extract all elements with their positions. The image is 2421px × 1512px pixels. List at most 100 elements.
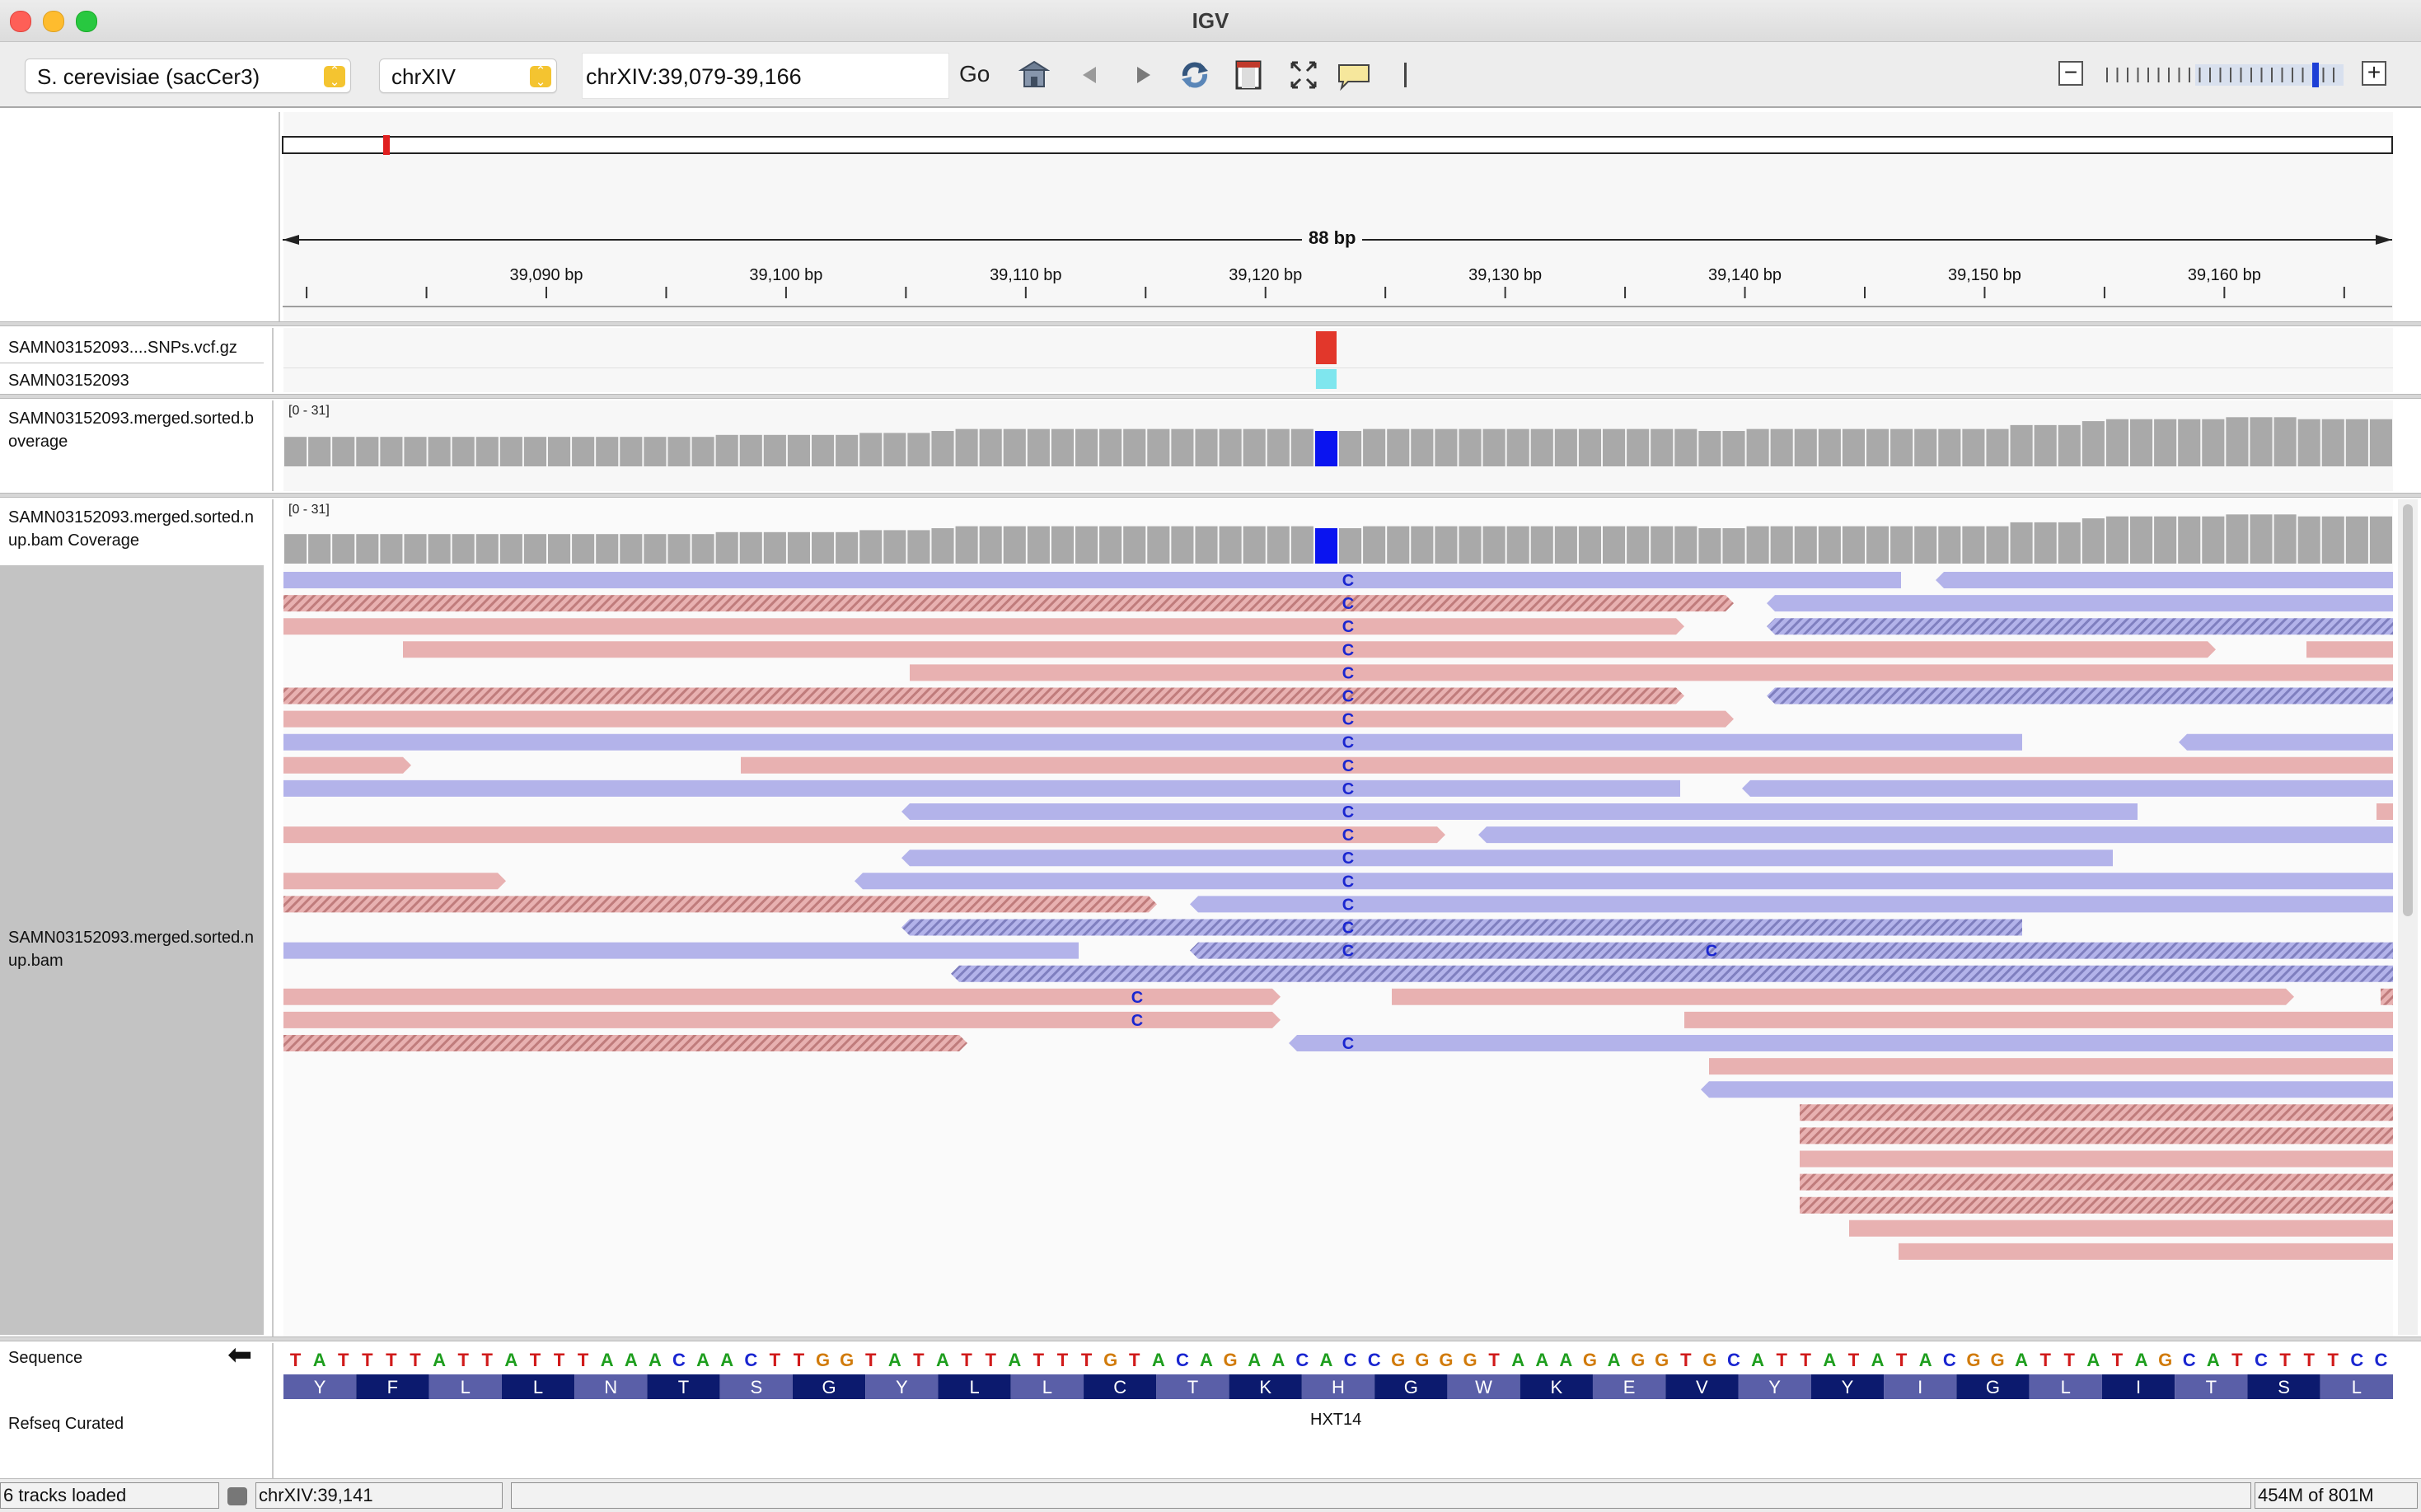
coverage-bar (1195, 526, 1218, 564)
forward-arrow-icon[interactable] (1132, 64, 1154, 86)
coverage-bar (1986, 428, 2009, 466)
coverage1-track[interactable] (283, 400, 2393, 491)
coverage-bar (955, 526, 978, 564)
ruler-tick-label: 39,100 bp (749, 266, 822, 284)
coverage-bar (2105, 516, 2128, 564)
sequence-base: C (2255, 1350, 2268, 1370)
coverage-bar (1171, 428, 1194, 466)
coverage-bar (1770, 526, 1793, 564)
roi-icon[interactable] (1234, 59, 1262, 91)
genome-select[interactable]: S. cerevisiae (sacCer3) ⌃ ⌄ (25, 59, 351, 93)
chevron-updown-icon: ⌃ ⌄ (324, 65, 345, 88)
gene-name-label: HXT14 (1310, 1411, 1362, 1429)
sequence-base: C (1727, 1350, 1740, 1370)
coverage1-track-label[interactable]: SAMN03152093.merged.sorted.b overage (8, 410, 254, 451)
mismatch-base: C (1342, 826, 1354, 845)
vcf-track-label[interactable]: SAMN03152093....SNPs.vcf.gz (8, 339, 237, 357)
refresh-icon[interactable] (1178, 59, 1211, 91)
coverage-bar (1387, 526, 1410, 564)
mismatch-base: C (1342, 641, 1354, 659)
coverage-bar (1938, 428, 1961, 466)
zoom-in-button[interactable]: + (2362, 61, 2386, 86)
ruler[interactable]: 39,090 bp 39,100 bp 39,110 bp 39,120 bp 39,1… (280, 112, 2398, 321)
ruler-line-icon[interactable] (1402, 61, 1409, 89)
mismatch-base: C (1342, 850, 1354, 868)
zoom-out-button[interactable]: − (2058, 61, 2083, 86)
coverage-bar (1267, 526, 1290, 564)
strand-arrow-icon[interactable]: ⬅ (227, 1337, 253, 1371)
coverage-bar (1459, 428, 1482, 466)
coverage2-track[interactable] (283, 499, 2393, 565)
mismatch-base: C (1342, 688, 1354, 706)
coverage-bar (1195, 428, 1218, 466)
amino-acid-block (2247, 1374, 2320, 1399)
coverage-bar (1962, 428, 1985, 466)
sample-track-label[interactable]: SAMN03152093 (8, 372, 129, 390)
coverage2-track-label[interactable]: SAMN03152093.merged.sorted.n up.bam Cove… (8, 508, 254, 550)
aligned-read (741, 756, 2393, 774)
popup-info-icon[interactable] (1337, 63, 1371, 91)
message-status (511, 1482, 2251, 1509)
aligned-read (1190, 942, 2393, 959)
locus-input[interactable]: chrXIV:39,079-39,166 (582, 53, 949, 99)
coverage-bar (1411, 428, 1434, 466)
alignment-scrollbar[interactable] (2398, 499, 2418, 1335)
sequence-base: T (530, 1350, 541, 1370)
refseq-track-label[interactable]: Refseq Curated (8, 1415, 124, 1433)
coverage-bar (2345, 419, 2368, 466)
sequence-base: A (1320, 1350, 1333, 1370)
sequence-base: A (936, 1350, 949, 1370)
coverage-bar (452, 534, 475, 564)
amino-acid-letter: T (678, 1377, 689, 1397)
title-bar: IGV (0, 0, 2421, 42)
coverage-bar (1099, 428, 1122, 466)
alignment-panel[interactable] (283, 499, 2393, 1336)
zoom-window-button[interactable] (76, 11, 97, 32)
coverage-bar (2130, 419, 2153, 466)
amino-acid-letter: S (750, 1377, 762, 1397)
coverage-bar (1435, 526, 1458, 564)
sequence-base: A (1751, 1350, 1764, 1370)
go-button[interactable]: Go (959, 61, 990, 87)
coverage-bar (2130, 516, 2153, 564)
zoom-tick (2271, 68, 2273, 82)
coverage-bar (1651, 428, 1674, 466)
zoom-tick (2209, 68, 2211, 82)
ruler-right-arrow (2376, 235, 2392, 245)
coverage-bar (2369, 419, 2392, 466)
mismatch-base: C (1342, 572, 1354, 590)
scrollbar-thumb[interactable] (2403, 504, 2413, 916)
minimize-window-button[interactable] (43, 11, 64, 32)
sequence-base: T (482, 1350, 494, 1370)
zoom-tick (2333, 68, 2334, 82)
sequence-base: G (1463, 1350, 1477, 1370)
sequence-base: C (2183, 1350, 2196, 1370)
aligned-read (1190, 896, 2393, 913)
amino-acid-block (1301, 1374, 1375, 1399)
sequence-base: T (1057, 1350, 1069, 1370)
zoom-slider[interactable] (2100, 61, 2347, 87)
coverage-bar (572, 437, 595, 466)
back-arrow-icon[interactable] (1079, 64, 1101, 86)
vcf-track-area[interactable] (283, 328, 2393, 392)
mismatch-base: C (1342, 618, 1354, 636)
coverage-bar (836, 434, 859, 466)
close-window-button[interactable] (10, 11, 31, 32)
coverage-bar (1339, 528, 1362, 564)
sequence-track-label[interactable]: Sequence (8, 1349, 83, 1367)
chromosome-select[interactable]: chrXIV ⌃ ⌄ (379, 59, 557, 93)
bam-track-name-block[interactable] (0, 565, 264, 1335)
sequence-base: C (1368, 1350, 1381, 1370)
aligned-read (283, 988, 1281, 1005)
amino-acid-letter: I (1918, 1377, 1922, 1397)
vcf-track[interactable] (283, 328, 2393, 392)
sequence-base: A (1008, 1350, 1021, 1370)
fit-window-icon[interactable] (1289, 59, 1318, 91)
bam-track-label[interactable]: SAMN03152093.merged.sorted.n up.bam (8, 929, 254, 970)
zoom-tick (2322, 68, 2325, 82)
home-icon[interactable] (1019, 59, 1050, 91)
coverage-bar (1243, 428, 1266, 466)
ruler-span-label: 88 bp (1302, 227, 1363, 249)
